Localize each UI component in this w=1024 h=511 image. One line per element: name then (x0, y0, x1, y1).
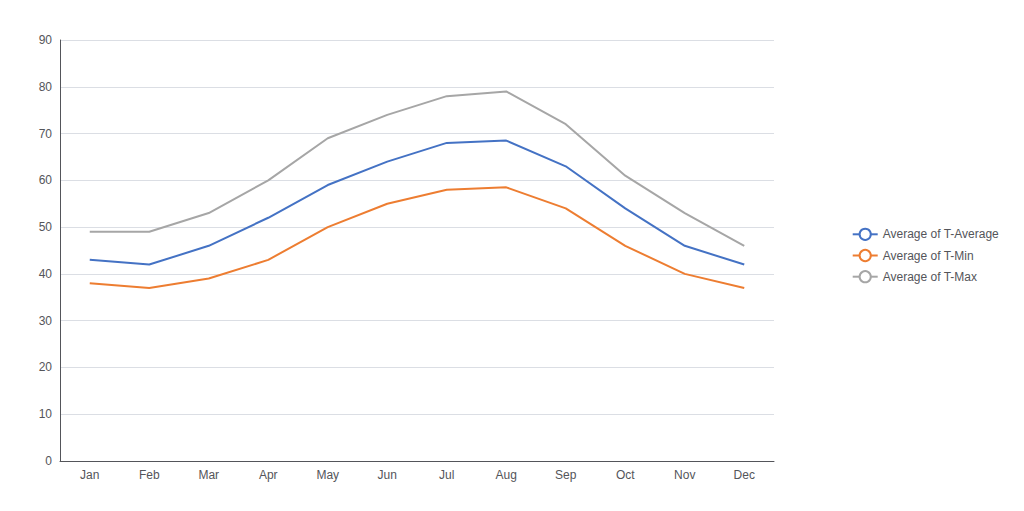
svg-text:30: 30 (39, 314, 53, 328)
svg-text:90: 90 (39, 33, 53, 47)
svg-text:40: 40 (39, 267, 53, 281)
svg-text:Jul: Jul (439, 468, 454, 482)
svg-text:Feb: Feb (139, 468, 160, 482)
svg-text:Average of T-Min: Average of T-Min (883, 249, 974, 263)
svg-text:Average of T-Max: Average of T-Max (883, 270, 977, 284)
svg-text:Nov: Nov (674, 468, 695, 482)
svg-text:0: 0 (45, 454, 52, 468)
svg-text:20: 20 (39, 360, 53, 374)
svg-text:50: 50 (39, 220, 53, 234)
svg-text:May: May (316, 468, 339, 482)
svg-text:70: 70 (39, 127, 53, 141)
svg-text:Dec: Dec (734, 468, 755, 482)
svg-text:Jun: Jun (378, 468, 397, 482)
svg-text:Mar: Mar (198, 468, 219, 482)
svg-text:Apr: Apr (259, 468, 278, 482)
svg-text:Aug: Aug (496, 468, 517, 482)
svg-text:60: 60 (39, 173, 53, 187)
svg-text:Sep: Sep (555, 468, 577, 482)
svg-text:80: 80 (39, 80, 53, 94)
svg-text:10: 10 (39, 407, 53, 421)
svg-text:Jan: Jan (80, 468, 99, 482)
svg-text:Oct: Oct (616, 468, 635, 482)
svg-text:Average of T-Average: Average of T-Average (883, 227, 999, 241)
